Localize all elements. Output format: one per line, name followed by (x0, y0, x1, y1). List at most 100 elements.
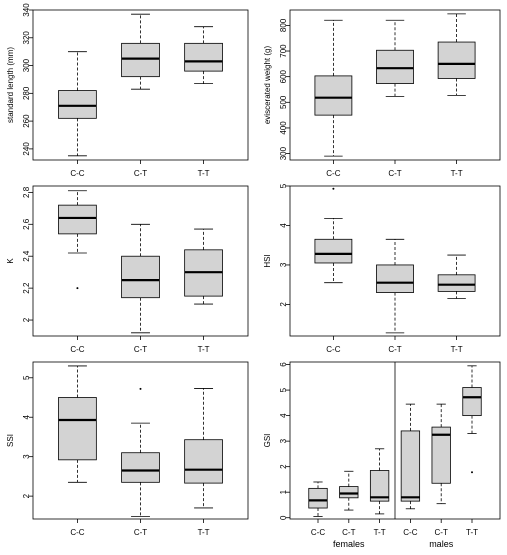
outlier-point (332, 187, 335, 190)
iqr-box (184, 439, 223, 484)
outlier-point (139, 387, 142, 390)
iqr-box (121, 452, 160, 483)
y-tick-label: 2.6 (22, 218, 31, 230)
y-axis-label: K (6, 258, 15, 264)
box-4 (400, 403, 421, 510)
y-tick-label: 4 (279, 223, 288, 228)
iqr-box (121, 42, 160, 78)
category-label: C-C (70, 345, 84, 354)
y-tick-label: 240 (22, 142, 31, 156)
category-label: C-C (311, 528, 325, 537)
iqr-box (339, 486, 359, 499)
y-tick-label: 5 (22, 375, 31, 380)
y-tick-label: 0 (279, 515, 288, 520)
y-tick-label: 2 (279, 302, 288, 307)
category-label: C-T (134, 528, 147, 537)
y-axis-label: eviscerated weight (g) (263, 46, 272, 125)
category-label: T-T (451, 345, 463, 354)
y-tick-label: 500 (279, 95, 288, 109)
iqr-box (58, 204, 97, 235)
y-tick-label: 340 (22, 3, 31, 17)
box-2 (376, 19, 414, 97)
y-axis-label: SSI (6, 434, 15, 447)
iqr-box (437, 41, 476, 79)
box-1 (314, 187, 353, 284)
y-axis-label: standard length (mm) (6, 47, 15, 123)
iqr-box (314, 75, 353, 116)
iqr-box (369, 470, 390, 502)
y-tick-label: 700 (279, 44, 288, 58)
category-label: T-T (198, 169, 210, 178)
category-label: T-T (466, 528, 478, 537)
group-label: males (429, 539, 454, 549)
box-5 (431, 403, 451, 505)
iqr-box (376, 49, 414, 84)
iqr-box (462, 387, 482, 417)
iqr-box (431, 426, 451, 484)
category-label: T-T (198, 528, 210, 537)
category-label: T-T (451, 169, 463, 178)
chart-panel-6: 0 1 2 3 4 5 6 GSI C-C C-T T-T C-C C-T T-T females males (263, 361, 501, 549)
y-tick-label: 280 (22, 86, 31, 100)
iqr-box (400, 430, 421, 502)
y-tick-label: 3 (22, 454, 31, 459)
y-tick-label: 2.8 (22, 186, 31, 198)
y-tick-label: 320 (22, 31, 31, 45)
box-1 (58, 365, 97, 483)
box-2 (121, 223, 160, 334)
box-3 (437, 254, 476, 299)
y-tick-label: 5 (279, 387, 288, 392)
y-tick-label: 300 (22, 58, 31, 72)
iqr-box (58, 397, 97, 461)
category-label: C-C (326, 169, 340, 178)
box-2 (121, 13, 160, 90)
y-tick-label: 600 (279, 69, 288, 83)
category-label: T-T (198, 345, 210, 354)
y-tick-label: 3 (279, 438, 288, 443)
iqr-box (121, 255, 160, 299)
box-1 (308, 481, 328, 517)
category-label: C-T (342, 528, 355, 537)
iqr-box (58, 90, 97, 119)
box-6 (462, 365, 482, 474)
category-label: C-T (134, 345, 147, 354)
category-label: C-T (134, 169, 147, 178)
y-tick-label: 1 (279, 489, 288, 494)
chart-panel-4: 2 3 4 5 HSI C-C C-T T-T (263, 183, 501, 354)
box-3 (369, 448, 390, 515)
chart-panel-2: 300 400 500 600 700 800 eviscerated weight (g)… (263, 9, 501, 178)
y-tick-label: 2 (279, 464, 288, 469)
y-tick-label: 4 (279, 413, 288, 418)
box-3 (437, 13, 476, 96)
iqr-box (437, 274, 476, 292)
chart-panel-3: 2 2.2 2.4 2.6 2.8 K C-C C-T T-T (6, 185, 249, 354)
y-tick-label: 5 (279, 183, 288, 188)
category-label: T-T (374, 528, 386, 537)
y-tick-label: 400 (279, 121, 288, 135)
y-axis-label: GSI (263, 434, 272, 448)
iqr-box (314, 238, 353, 264)
box-1 (58, 51, 97, 157)
category-label: C-C (403, 528, 417, 537)
y-tick-label: 2 (22, 493, 31, 498)
y-tick-label: 800 (279, 18, 288, 32)
box-3 (184, 228, 223, 305)
chart-panel-1: 240 260 280 300 320 340 standard length (mm) C-… (6, 3, 249, 178)
iqr-box (308, 487, 328, 509)
box-2 (121, 387, 160, 518)
category-label: C-T (388, 169, 401, 178)
box-2 (339, 470, 359, 511)
outlier-point (471, 471, 473, 474)
category-label: C-C (326, 345, 340, 354)
category-label: C-C (70, 528, 84, 537)
y-tick-label: 2.2 (22, 282, 31, 294)
chart-panel-5: 2 3 4 5 SSI C-C C-T T-T (6, 361, 249, 537)
box-3 (184, 26, 223, 85)
iqr-box (184, 42, 223, 72)
category-label: C-T (388, 345, 401, 354)
iqr-box (376, 264, 414, 293)
y-tick-label: 4 (22, 414, 31, 419)
y-tick-label: 6 (279, 362, 288, 367)
outlier-point (76, 287, 79, 290)
